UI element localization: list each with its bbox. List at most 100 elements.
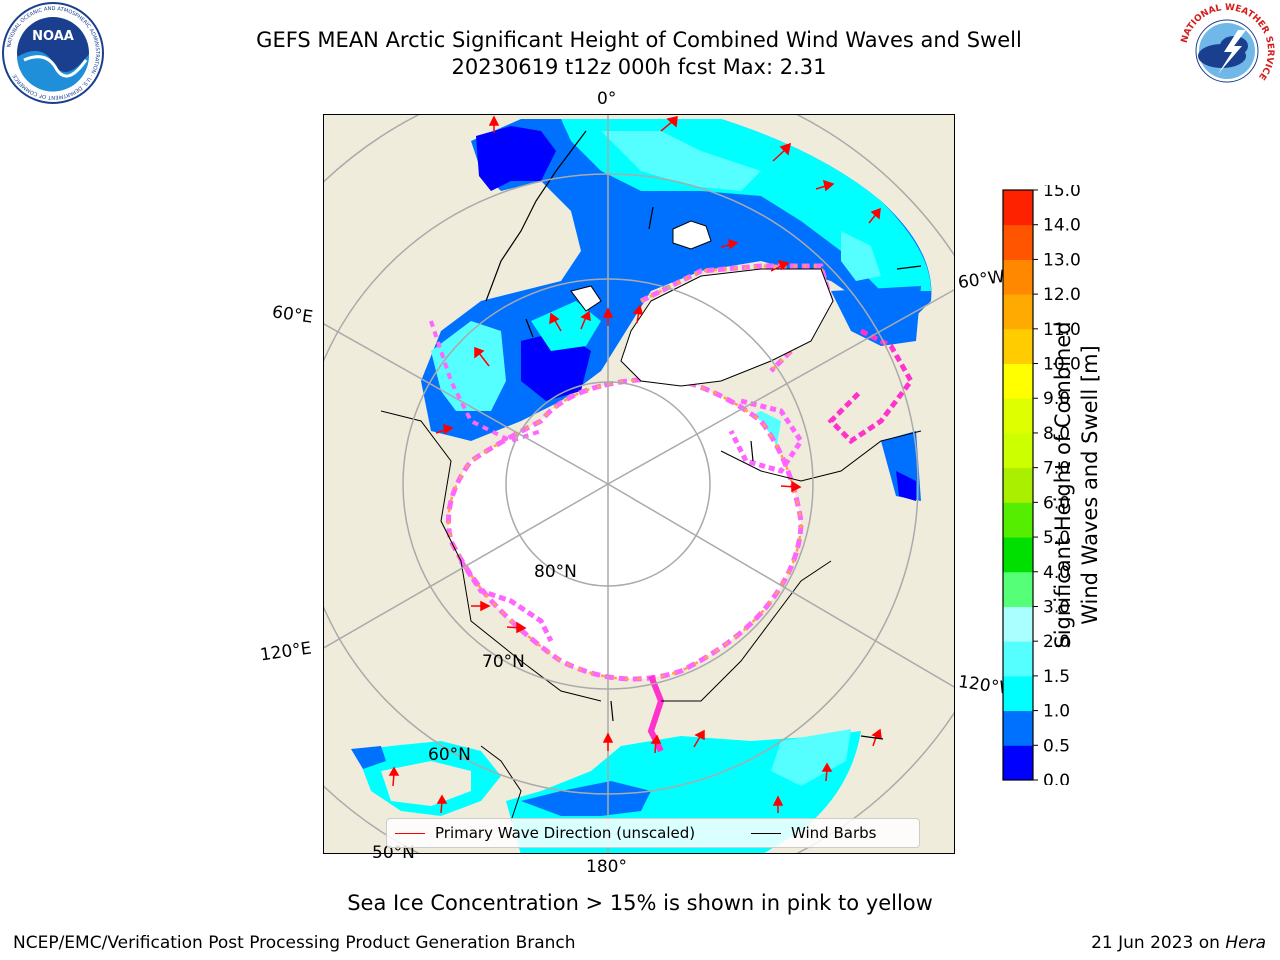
colorbar-bin: [1003, 224, 1033, 260]
colorbar-bin: [1003, 363, 1033, 399]
lon-label-0: 0°: [597, 89, 617, 109]
barents-dark-blue: [521, 331, 591, 401]
chart-subtitle: 20230619 t12z 000h fcst Max: 2.31: [451, 55, 827, 79]
wave-arrow: [580, 310, 591, 330]
canada-coast: [720, 430, 922, 482]
legend-red-line: [395, 832, 425, 834]
colorbar-bin: [1003, 606, 1033, 642]
footer-machine: Hera: [1225, 933, 1266, 953]
ice-edge-laptev: [458, 559, 554, 643]
wave-arrow: [436, 794, 448, 814]
okhotsk-blue: [351, 746, 386, 769]
wave-arrow: [720, 238, 739, 250]
footer-producer: NCEP/EMC/Verification Post Processing Pr…: [13, 933, 576, 953]
colorbar-frame: [1002, 189, 1034, 781]
colorbar-tick-label: 8.0: [1043, 424, 1070, 444]
colorbar-tick-label: 0.5: [1043, 736, 1070, 756]
barents-cyan-small: [531, 301, 601, 351]
wave-arrow: [660, 116, 678, 132]
colorbar: 0.0 0.5 1.0 1.5 2.0 3.0 4.0 5.0 6.0 7.0 8.0 9.0 10.0…: [1002, 185, 1081, 785]
legend-black-line: [751, 832, 781, 834]
ice-edge-greenland: [639, 263, 834, 373]
colorbar-tick-label: 6.0: [1043, 493, 1070, 513]
baltic-dark-blue: [476, 126, 556, 191]
colorbar-bin: [1003, 294, 1033, 330]
colorbar-tick-label: 4.0: [1043, 563, 1070, 583]
graticule: [324, 115, 954, 853]
colorbar-title-line1: Significant Height of Combined: [1051, 321, 1075, 649]
colorbar-tick-label: 5.0: [1043, 528, 1070, 548]
wave-arrow: [871, 728, 882, 747]
colorbar-bin: [1003, 190, 1033, 226]
wave-arrows: [388, 115, 882, 814]
atlantic-light-cyan-2: [841, 231, 881, 281]
colorbar-bin: [1003, 259, 1033, 295]
lon-label-60w: 60°W: [956, 266, 1007, 294]
scandinavia-outline: [485, 130, 587, 302]
colorbar-tick-label: 15.0: [1043, 185, 1081, 201]
colorbar-bin: [1003, 710, 1033, 746]
colorbar-bin: [1003, 745, 1033, 781]
sea-ice-note: Sea Ice Concentration > 15% is shown in …: [347, 891, 933, 915]
wave-arrow: [650, 734, 662, 754]
wave-arrow: [772, 142, 791, 162]
colorbar-bin: [1003, 398, 1033, 434]
footer-date-text: 21 Jun 2023 on: [1091, 933, 1226, 953]
colorbar-tick-label: 1.0: [1043, 702, 1070, 722]
wave-arrow: [770, 259, 790, 272]
barents-cyan: [431, 321, 506, 411]
lat-label-50: 50°N: [372, 843, 415, 863]
meridian-60e: [324, 323, 609, 485]
colorbar-tick-label: 14.0: [1043, 216, 1081, 236]
colorbar-bin: [1003, 502, 1033, 538]
colorbar-bin: [1003, 571, 1033, 607]
noaa-logo: NATIONAL OCEANIC AND ATMOSPHERIC ADMINIS…: [2, 2, 104, 104]
wave-arrow: [602, 307, 614, 326]
colorbar-tick-label: 7.0: [1043, 459, 1070, 479]
chart-title: GEFS MEAN Arctic Significant Height of C…: [256, 28, 1022, 52]
alaska-coast: [661, 560, 832, 702]
okhotsk-land: [381, 761, 471, 806]
colorbar-tick-label: 3.0: [1043, 597, 1070, 617]
legend-primary-wave-label: Primary Wave Direction (unscaled): [435, 824, 696, 842]
wave-arrow: [549, 312, 562, 332]
footer-date: 21 Jun 2023 on Hera: [1091, 933, 1266, 953]
meridian-120e: [324, 483, 609, 649]
meridian-120w: [607, 483, 954, 688]
ice-edge-baffin: [827, 328, 914, 445]
kamchatka-coast: [480, 745, 522, 822]
wave-arrow: [435, 423, 454, 435]
baffin-blue: [831, 286, 921, 346]
colorbar-bin: [1003, 641, 1033, 677]
colorbar-bin: [1003, 432, 1033, 469]
wave-arrow: [602, 732, 614, 751]
colorbar-tick-label: 11.0: [1043, 320, 1081, 340]
map-legend: Primary Wave Direction (unscaled) Wind B…: [386, 818, 920, 848]
nws-logo: NATIONAL WEATHER SERVICE: [1177, 1, 1277, 101]
colorbar-tick-label: 13.0: [1043, 250, 1081, 270]
legend-item-wind-barbs: Wind Barbs: [751, 824, 876, 842]
wave-arrow: [632, 304, 643, 324]
bering-blue-strip: [521, 781, 651, 816]
siberia-coast: [380, 410, 602, 702]
wave-arrow: [772, 795, 784, 813]
colorbar-tick-label: 9.0: [1043, 389, 1070, 409]
colorbar-tick-label: 2.0: [1043, 632, 1070, 652]
meridian-60w: [607, 289, 954, 485]
wave-arrow: [488, 115, 500, 133]
lon-label-180: 180°: [586, 857, 627, 877]
colorbar-title: Significant Height of Combined Wind Wave…: [1050, 315, 1110, 655]
iceland-land: [672, 220, 712, 250]
arctic-ice-pack: [448, 379, 801, 679]
wave-arrow: [821, 762, 833, 782]
wave-arrow: [693, 729, 705, 748]
legend-item-primary-wave: Primary Wave Direction (unscaled): [395, 824, 695, 842]
colorbar-tick-label: 0.0: [1043, 771, 1070, 785]
colorbar-tick-label: 1.5: [1043, 667, 1070, 687]
svg-text:NOAA: NOAA: [32, 29, 74, 44]
wave-arrow: [471, 600, 491, 612]
lon-label-120e: 120°E: [258, 638, 313, 666]
colorbar-tick-label: 12.0: [1043, 285, 1081, 305]
wave-arrow: [388, 766, 400, 787]
svalbard-outline: [570, 285, 602, 312]
